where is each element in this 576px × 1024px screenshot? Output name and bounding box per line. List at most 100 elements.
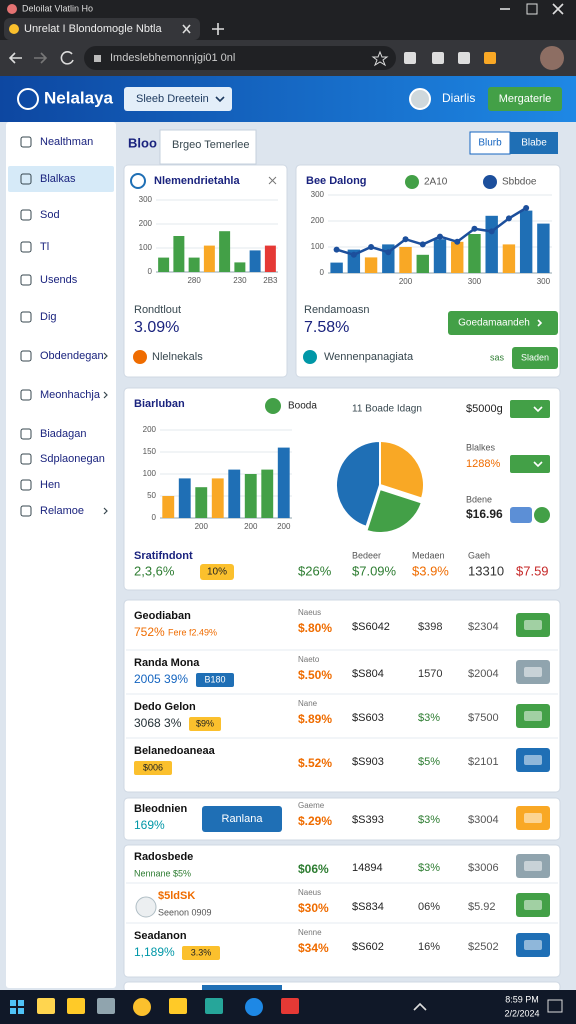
- sidebar-chevron: [103, 352, 108, 360]
- sidebar-item: Sdplaonegan: [40, 453, 105, 465]
- line-point: [505, 215, 512, 222]
- row-button: [202, 985, 282, 991]
- card-footer: Nlelnekals: [152, 351, 203, 363]
- tab[interactable]: [4, 18, 200, 40]
- y-tick-label: 0: [152, 513, 157, 522]
- metric-label: Rendamoasn: [304, 304, 369, 316]
- toggle-right[interactable]: [510, 132, 558, 154]
- summary-label: Bedeer: [352, 550, 381, 560]
- row-label: Naeus: [298, 888, 321, 897]
- row-label: Gaeme: [298, 801, 325, 810]
- row-icon-inner: [524, 755, 542, 765]
- search-button[interactable]: [124, 87, 232, 111]
- pie-slice: [335, 439, 381, 529]
- row-label: Nane: [298, 699, 318, 708]
- sidebar-icon: [20, 389, 32, 401]
- card-button[interactable]: [448, 311, 558, 335]
- summary-value: $7.59: [516, 563, 549, 578]
- line-point: [454, 238, 461, 245]
- metric-value: 7.58%: [304, 319, 349, 336]
- url-bar[interactable]: [84, 46, 396, 70]
- card-title: Nlemendrietahla: [154, 175, 240, 187]
- taskbar-app[interactable]: [205, 998, 223, 1014]
- extension[interactable]: [432, 52, 444, 64]
- summary-value: $3.9%: [412, 563, 449, 578]
- dropdown[interactable]: [510, 400, 550, 418]
- action-button[interactable]: [488, 87, 562, 111]
- reload: [60, 51, 74, 65]
- taskbar-app[interactable]: [67, 998, 85, 1014]
- y-tick-label: 200: [139, 219, 153, 228]
- x-tick-label: 2B3: [263, 276, 278, 285]
- y-tick-label: 100: [311, 242, 325, 251]
- extension[interactable]: [458, 52, 470, 64]
- x-tick-label: 200: [244, 522, 258, 531]
- row-pct: $.80%: [298, 621, 332, 635]
- row-value: $S804: [352, 668, 384, 680]
- row-title: Randa Mona: [134, 657, 200, 669]
- x-tick-label: 200: [277, 522, 291, 531]
- icon-button[interactable]: [510, 507, 532, 523]
- sidebar-icon: [20, 173, 32, 185]
- summary-label: Sratifndont: [134, 550, 193, 562]
- x-tick-label: 200: [195, 522, 209, 531]
- dropdown-chevron: [533, 461, 543, 468]
- side-value: $16.96: [466, 507, 503, 521]
- sidebar-item: Hen: [40, 479, 60, 491]
- row-sub: 169%: [134, 818, 165, 832]
- x-tick-label: 230: [233, 276, 247, 285]
- y-tick-label: 100: [139, 243, 153, 252]
- taskbar-app[interactable]: [133, 998, 151, 1016]
- card-title: Biarluban: [134, 398, 185, 410]
- card-title: Bee Dalong: [306, 175, 367, 187]
- taskbar-app[interactable]: [281, 998, 299, 1014]
- row-value: $S602: [352, 941, 384, 953]
- row-icon-inner: [524, 900, 542, 910]
- taskbar-app[interactable]: [169, 998, 187, 1014]
- row-icon-inner: [524, 813, 542, 823]
- row-pct: $06%: [298, 862, 329, 876]
- row-icon-inner: [524, 940, 542, 950]
- side-value: 1288%: [466, 458, 500, 470]
- footer-icon: [303, 350, 317, 364]
- row-button[interactable]: [202, 806, 282, 832]
- sidebar-item: Obdendegan: [40, 350, 104, 362]
- row-value: $2004: [468, 668, 499, 680]
- back: [8, 52, 22, 64]
- row-title: Radosbede: [134, 851, 193, 863]
- lock: [94, 55, 101, 62]
- icon-button[interactable]: [534, 507, 550, 523]
- row-label: Naeus: [298, 608, 321, 617]
- dropdown[interactable]: [510, 455, 550, 473]
- notifications[interactable]: [547, 999, 563, 1013]
- search-chevron: [215, 96, 225, 103]
- legend-swatch: [405, 175, 419, 189]
- tab-box[interactable]: [159, 129, 257, 165]
- y-tick-label: 200: [143, 425, 157, 434]
- app-header: [0, 76, 576, 122]
- extension[interactable]: [404, 52, 416, 64]
- taskbar-app[interactable]: [245, 998, 263, 1016]
- url: Imdeslebhemonnjgi01 0nl: [110, 52, 235, 64]
- bar: [468, 234, 481, 273]
- row-title: Dedo Gelon: [134, 701, 196, 713]
- tab-label: Bloo: [128, 135, 157, 150]
- extension[interactable]: [484, 52, 496, 64]
- row-value: 1570: [418, 668, 442, 680]
- row-icon-inner: [524, 667, 542, 677]
- action-label: Mergaterle: [499, 93, 552, 105]
- pie-slice: [379, 439, 425, 500]
- taskbar-app[interactable]: [37, 998, 55, 1014]
- row-value: $S903: [352, 756, 384, 768]
- bar: [203, 245, 215, 272]
- small-button[interactable]: [512, 347, 558, 369]
- row-title: Bleodnien: [134, 803, 187, 815]
- row-value: $7500: [468, 712, 499, 724]
- taskbar-app[interactable]: [97, 998, 115, 1014]
- row-sub: 752%: [134, 625, 165, 639]
- row-value: $3%: [418, 712, 440, 724]
- y-tick-label: 300: [311, 190, 325, 199]
- bar: [234, 262, 246, 272]
- profile[interactable]: [540, 46, 564, 70]
